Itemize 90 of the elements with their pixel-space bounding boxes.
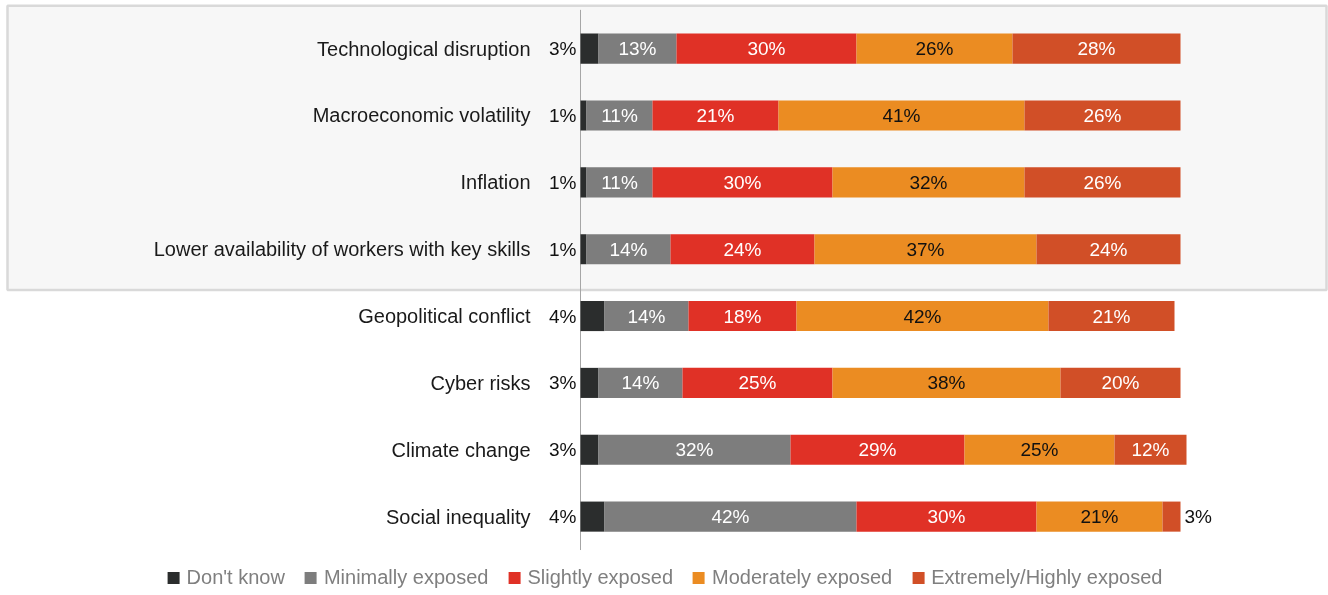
bar — [790, 434, 965, 465]
data-label: 14% — [609, 238, 648, 260]
data-label: 32% — [909, 171, 948, 193]
bar — [1036, 501, 1163, 532]
legend-label: Minimally exposed — [323, 566, 489, 589]
bar — [586, 234, 671, 265]
data-label: 4% — [549, 506, 577, 528]
bar — [1162, 501, 1181, 532]
data-label: 1% — [549, 171, 577, 193]
bar — [580, 167, 587, 198]
bar — [796, 301, 1049, 332]
data-label: 11% — [601, 171, 638, 193]
data-label: 28% — [1077, 38, 1116, 60]
data-label: 30% — [927, 506, 966, 528]
y-tick-label: Lower availability of workers with key skills — [153, 238, 531, 261]
data-label: 21% — [696, 104, 735, 126]
data-label: 26% — [915, 38, 954, 60]
data-label: 3% — [549, 372, 577, 394]
y-tick-label: Social inequality — [385, 505, 531, 528]
bar — [604, 501, 857, 532]
data-label: 25% — [738, 372, 777, 394]
bar — [652, 167, 833, 198]
bar — [580, 234, 587, 265]
bar — [1048, 301, 1175, 332]
data-label: 3% — [549, 439, 577, 461]
bar — [580, 501, 605, 532]
bar — [652, 100, 779, 131]
bar — [832, 367, 1061, 398]
bar — [604, 301, 689, 332]
data-label: 41% — [882, 104, 921, 126]
data-label: 14% — [627, 305, 666, 327]
legend-label: Don't know — [186, 566, 285, 589]
y-tick-label: Inflation — [460, 171, 531, 194]
legend-label: Slightly exposed — [527, 566, 674, 589]
data-label: 20% — [1101, 372, 1140, 394]
data-label: 21% — [1092, 305, 1131, 327]
data-label: 14% — [621, 372, 660, 394]
data-label: 13% — [618, 38, 657, 60]
bar — [688, 301, 797, 332]
data-label: 38% — [927, 372, 966, 394]
bar — [598, 367, 683, 398]
bar — [598, 434, 791, 465]
bar — [670, 234, 815, 265]
bar — [676, 33, 857, 64]
data-label: 25% — [1020, 439, 1059, 461]
y-tick-label: Technological disruption — [317, 37, 531, 60]
bar — [682, 367, 833, 398]
bar — [1024, 100, 1181, 131]
bar — [856, 501, 1037, 532]
data-label: 32% — [675, 439, 714, 461]
bar — [856, 33, 1013, 64]
data-label: 42% — [903, 305, 942, 327]
bar — [814, 234, 1037, 265]
data-label: 21% — [1080, 506, 1119, 528]
data-label: 3% — [549, 38, 577, 60]
data-label: 42% — [711, 506, 750, 528]
data-label: 12% — [1131, 439, 1170, 461]
y-tick-label: Geopolitical conflict — [358, 305, 531, 328]
bar — [1036, 234, 1181, 265]
y-tick-label: Macroeconomic volatility — [312, 104, 531, 127]
data-label: 4% — [549, 305, 577, 327]
bar — [1012, 33, 1181, 64]
data-label: 18% — [723, 305, 762, 327]
data-label: 3% — [1184, 506, 1213, 528]
bar — [778, 100, 1025, 131]
data-label: 1% — [549, 104, 577, 126]
bar — [580, 100, 587, 131]
bar — [580, 301, 605, 332]
data-label: 24% — [1089, 238, 1128, 260]
data-label: 24% — [723, 238, 762, 260]
data-label: 30% — [723, 171, 762, 193]
data-label: 29% — [858, 439, 897, 461]
bar — [580, 367, 599, 398]
bar — [1024, 167, 1181, 198]
y-tick-label: Climate change — [391, 438, 531, 461]
data-label: 26% — [1083, 104, 1122, 126]
data-label: 30% — [747, 38, 786, 60]
data-label: 1% — [549, 238, 577, 260]
bar — [832, 167, 1025, 198]
bar — [580, 33, 599, 64]
data-label: 26% — [1083, 171, 1122, 193]
legend-label: Extremely/Highly exposed — [931, 566, 1163, 589]
bar — [1060, 367, 1181, 398]
y-tick-label: Cyber risks — [430, 371, 531, 394]
data-label: 37% — [906, 238, 945, 260]
bar — [580, 434, 599, 465]
bar — [964, 434, 1115, 465]
data-label: 11% — [601, 104, 638, 126]
bar — [586, 100, 653, 131]
legend-label: Moderately exposed — [712, 566, 893, 589]
